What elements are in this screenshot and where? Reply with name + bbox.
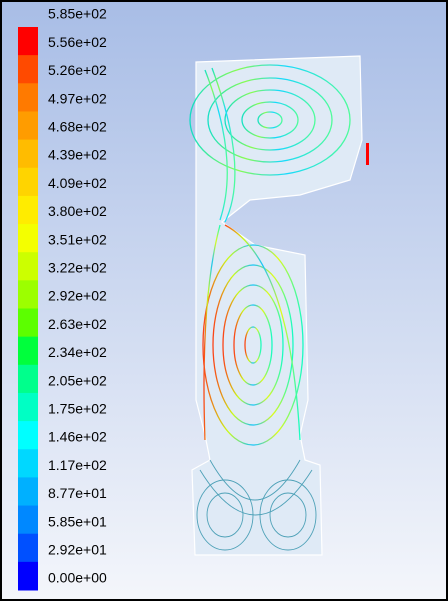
legend-label: 3.22e+02 [48, 260, 107, 276]
legend-swatch [18, 562, 38, 591]
legend-swatch [18, 55, 38, 84]
legend-label: 4.97e+02 [48, 90, 107, 106]
legend-swatch [18, 534, 38, 563]
legend-swatch [18, 309, 38, 338]
legend-swatch [18, 83, 38, 112]
legend-swatch [18, 337, 38, 366]
legend-swatch [18, 393, 38, 422]
legend-label: 5.85e+01 [48, 513, 107, 529]
legend-label: 5.26e+02 [48, 62, 107, 78]
legend-label: 4.09e+02 [48, 175, 107, 191]
legend-label: 8.77e+01 [48, 485, 107, 501]
legend-label: 3.80e+02 [48, 203, 107, 219]
cfd-view: 5.85e+02 5.56e+02 5.26e+02 4.97e+02 4.68e+02… [0, 0, 448, 601]
legend-swatch [18, 365, 38, 394]
legend-label: 0.00e+00 [48, 570, 107, 586]
legend-label: 2.05e+02 [48, 372, 107, 388]
legend-label: 5.85e+02 [48, 6, 107, 22]
screenshot: 5.85e+02 5.56e+02 5.26e+02 4.97e+02 4.68e+02… [0, 0, 448, 601]
legend-label: 1.17e+02 [48, 457, 107, 473]
legend-label: 1.46e+02 [48, 429, 107, 445]
legend-swatch [18, 421, 38, 450]
legend-label: 4.39e+02 [48, 147, 107, 163]
legend-swatch [18, 140, 38, 169]
legend-swatch [18, 224, 38, 253]
legend-label: 2.92e+02 [48, 288, 107, 304]
legend-label: 1.75e+02 [48, 401, 107, 417]
legend-label: 2.92e+01 [48, 542, 107, 558]
legend-label: 2.63e+02 [48, 316, 107, 332]
legend-swatch [18, 111, 38, 140]
legend-label: 3.51e+02 [48, 231, 107, 247]
legend-swatch [18, 280, 38, 309]
legend-swatch [18, 506, 38, 535]
legend-swatch [18, 449, 38, 478]
legend-swatch [18, 252, 38, 281]
legend-label: 5.56e+02 [48, 34, 107, 50]
legend-label: 4.68e+02 [48, 119, 107, 135]
legend-swatch [18, 477, 38, 506]
legend-swatch [18, 168, 38, 197]
legend-swatch [18, 196, 38, 225]
legend-label: 2.34e+02 [48, 344, 107, 360]
legend-swatch [18, 27, 38, 56]
